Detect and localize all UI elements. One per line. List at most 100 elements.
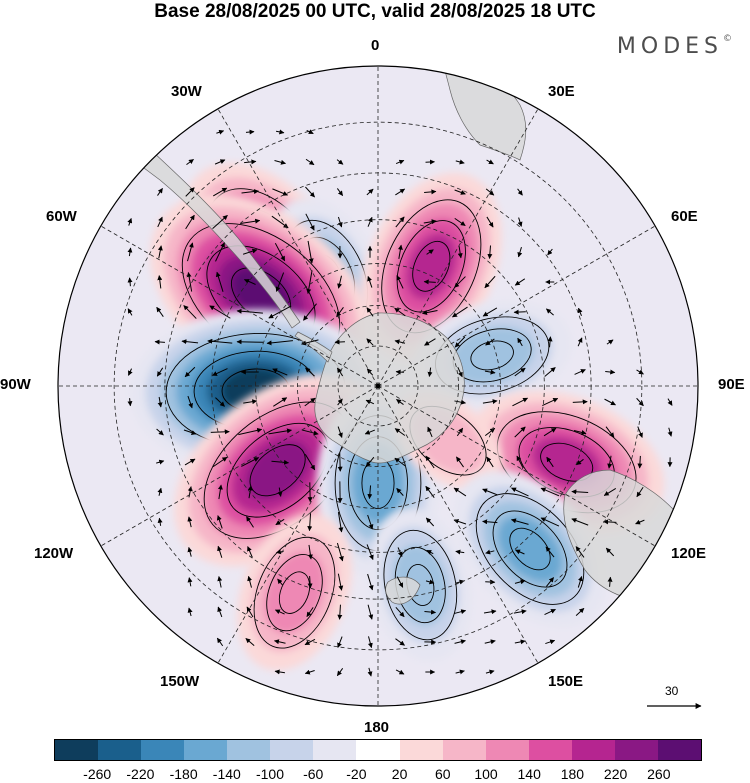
- wind-arrow: [486, 159, 494, 165]
- colorbar-swatch: [227, 740, 271, 760]
- wind-arrow: [453, 487, 467, 497]
- wind-arrow: [187, 395, 193, 409]
- colorbar: [54, 739, 702, 761]
- wind-arrow: [337, 573, 344, 591]
- colorbar-tick-label: 260: [647, 766, 671, 782]
- wind-arrow: [424, 609, 437, 615]
- wind-arrow: [367, 636, 373, 649]
- wind-arrow: [637, 455, 643, 469]
- wind-arrow: [272, 188, 289, 196]
- wind-arrow: [336, 367, 344, 377]
- colorbar-swatch: [184, 740, 228, 760]
- wind-arrow: [215, 271, 224, 292]
- wind-arrow: [212, 187, 228, 197]
- wind-arrow: [577, 337, 583, 347]
- wind-arrow: [573, 429, 587, 435]
- wind-arrow: [187, 607, 193, 617]
- wind-arrow: [455, 549, 465, 555]
- colorbar-swatch: [485, 740, 529, 760]
- wind-arrow: [210, 429, 230, 435]
- wind-arrow: [543, 427, 557, 437]
- wind-arrow: [395, 669, 405, 675]
- wind-arrow: [484, 427, 496, 437]
- lon-label-90w: 90W: [0, 376, 31, 393]
- wind-arrow: [485, 338, 495, 346]
- wind-arrow: [187, 577, 193, 587]
- wind-arrow: [306, 270, 313, 295]
- wind-arrow: [514, 367, 526, 377]
- lon-label-30e: 30E: [548, 83, 575, 100]
- wind-arrow: [247, 546, 253, 558]
- wind-arrow: [215, 397, 225, 407]
- wind-arrow: [305, 367, 315, 377]
- wind-arrow: [455, 669, 465, 675]
- wind-arrow: [187, 516, 193, 528]
- wind-arrow: [395, 216, 405, 228]
- wind-arrow: [427, 367, 433, 377]
- wind-arrow: [365, 456, 375, 468]
- colorbar-swatch: [313, 740, 357, 760]
- wind-arrow: [306, 607, 314, 618]
- lon-label-150w: 150W: [160, 673, 200, 690]
- wind-arrow: [305, 186, 315, 198]
- wind-arrow: [457, 366, 463, 378]
- colorbar-tick-label: -20: [346, 766, 367, 782]
- wind-arrow: [636, 369, 644, 375]
- wind-arrow: [277, 487, 283, 497]
- lon-label-90e: 90E: [718, 376, 745, 393]
- wind-arrow: [484, 639, 496, 645]
- meridian: [202, 385, 379, 690]
- wind-arrow: [127, 368, 133, 376]
- wind-arrow: [544, 608, 556, 616]
- wind-arrow: [307, 576, 313, 589]
- wind-arrow: [454, 217, 466, 227]
- wind-arrow: [483, 609, 497, 615]
- wind-arrow: [426, 249, 434, 255]
- wind-arrow: [516, 455, 524, 469]
- wind-arrow: [304, 397, 316, 407]
- wind-arrow: [183, 429, 197, 435]
- wind-arrow: [577, 575, 583, 588]
- colorbar-swatch: [141, 740, 185, 760]
- wind-arrow: [395, 188, 406, 196]
- wind-arrow: [544, 367, 556, 377]
- meridian: [202, 82, 379, 387]
- wind-arrow: [209, 305, 231, 319]
- wind-vectors: [127, 129, 673, 677]
- wind-arrow: [396, 399, 404, 405]
- wind-arrow: [367, 216, 373, 227]
- wind-arrow: [396, 576, 404, 588]
- wind-arrow: [571, 518, 589, 526]
- wind-arrow: [157, 396, 163, 408]
- wind-arrow: [274, 669, 285, 675]
- wind-arrow: [482, 307, 498, 317]
- wind-arrow: [157, 187, 163, 196]
- wind-arrow: [546, 456, 554, 468]
- wind-arrow: [243, 399, 258, 405]
- colorbar-ticks: -260 -220 -180 -140 -100 -60 -20 20 60 100 140 180 2…: [0, 766, 750, 782]
- wind-arrow: [427, 426, 433, 438]
- lon-label-180: 180: [364, 719, 390, 736]
- wind-arrow: [424, 189, 437, 195]
- wind-arrow: [183, 305, 197, 319]
- latitude-circle: [337, 345, 419, 427]
- wind-arrow: [187, 242, 194, 262]
- wind-arrow: [513, 309, 526, 315]
- wind-arrow: [575, 546, 585, 558]
- wind-arrow: [307, 513, 313, 532]
- wind-arrow: [512, 397, 529, 407]
- wind-arrow: [241, 189, 259, 195]
- colorbar-tick-label: 140: [517, 766, 541, 782]
- wind-arrow: [236, 339, 264, 345]
- colorbar-swatch: [399, 740, 443, 760]
- latitude-circle: [211, 219, 545, 553]
- wind-arrow: [241, 457, 260, 467]
- wind-arrow: [394, 457, 406, 467]
- wind-arrow: [366, 338, 374, 346]
- wind-arrow: [307, 240, 314, 264]
- wind-arrow: [337, 398, 343, 406]
- wind-arrow: [425, 455, 435, 469]
- contour-south-australia-low: [475, 493, 585, 605]
- wind-arrow: [547, 336, 553, 348]
- wind-arrow: [545, 546, 555, 558]
